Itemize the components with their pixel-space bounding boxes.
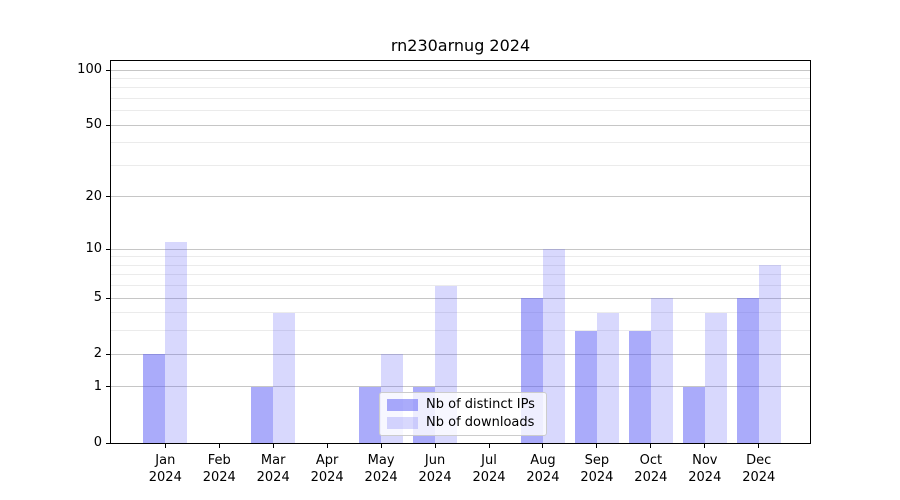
y-tick-mark (106, 196, 110, 198)
gridline-minor (111, 97, 810, 99)
y-tick-mark (106, 297, 110, 299)
x-tick-label: Mar 2024 (256, 453, 290, 485)
y-tick-label: 100 (77, 62, 102, 77)
gridline-minor (111, 256, 810, 258)
gridline-minor (111, 285, 810, 287)
y-tick-label: 10 (85, 241, 102, 257)
x-tick-label: Aug 2024 (526, 453, 560, 485)
bar-downloads-sep (596, 312, 619, 443)
gridline-major (111, 69, 810, 71)
x-tick-label: Oct 2024 (634, 453, 668, 485)
x-tick-mark (650, 444, 652, 448)
plot-area: Nb of distinct IPs Nb of downloads (110, 60, 811, 444)
x-tick-label: Sep 2024 (580, 453, 614, 485)
x-tick-label: Apr 2024 (310, 453, 344, 485)
x-tick-label: Jan 2024 (148, 453, 182, 485)
gridline-minor (111, 110, 810, 112)
y-tick-label: 20 (85, 188, 102, 204)
chart-title: rn230arnug 2024 (390, 36, 531, 55)
gridline-minor (111, 264, 810, 266)
x-tick-mark (218, 444, 220, 448)
legend: Nb of distinct IPs Nb of downloads (379, 392, 547, 436)
x-tick-label: Dec 2024 (742, 453, 776, 485)
x-tick-mark (704, 444, 706, 448)
gridline-minor (111, 330, 810, 332)
gridline-minor (111, 142, 810, 144)
gridline-major (111, 248, 810, 250)
y-tick-mark (106, 124, 110, 126)
legend-item-distinct-ips: Nb of distinct IPs (387, 397, 539, 414)
x-tick-label: Nov 2024 (688, 453, 722, 485)
legend-item-downloads: Nb of downloads (387, 415, 539, 432)
bar-ips-may (359, 386, 382, 443)
bar-downloads-aug (542, 249, 565, 443)
x-tick-mark (434, 444, 436, 448)
x-tick-label: Jul 2024 (472, 453, 506, 485)
legend-label-distinct-ips: Nb of distinct IPs (426, 397, 535, 412)
x-tick-label: Jun 2024 (418, 453, 452, 485)
gridline-minor (111, 77, 810, 79)
legend-label-downloads: Nb of downloads (426, 415, 535, 430)
gridline-minor (111, 312, 810, 314)
y-tick-label: 50 (85, 117, 102, 133)
bar-ips-mar (251, 386, 274, 443)
y-tick-mark (106, 69, 110, 71)
y-tick-mark (106, 386, 110, 388)
bar-ips-sep (574, 330, 597, 443)
y-tick-label: 0 (93, 435, 102, 450)
x-tick-mark (164, 444, 166, 448)
gridline-major (111, 297, 810, 299)
y-tick-label: 5 (93, 290, 102, 306)
x-tick-mark (758, 444, 760, 448)
y-tick-mark (106, 353, 110, 355)
bar-ips-oct (628, 330, 651, 443)
gridline-minor (111, 87, 810, 89)
x-tick-mark (380, 444, 382, 448)
y-tick-mark (106, 442, 110, 444)
bar-downloads-oct (650, 298, 673, 443)
bar-ips-jan (143, 354, 166, 443)
gridline-major (111, 196, 810, 198)
bar-downloads-dec (758, 265, 781, 443)
x-tick-mark (326, 444, 328, 448)
x-tick-mark (272, 444, 274, 448)
y-tick-mark (106, 248, 110, 250)
bar-ips-dec (736, 298, 759, 443)
bar-downloads-nov (704, 312, 727, 443)
gridline-major (111, 386, 810, 388)
x-tick-label: Feb 2024 (202, 453, 236, 485)
bar-downloads-mar (273, 312, 296, 443)
x-tick-mark (542, 444, 544, 448)
legend-swatch-downloads (387, 417, 418, 429)
gridline-major (111, 124, 810, 126)
gridline-minor (111, 164, 810, 166)
legend-swatch-distinct-ips (387, 399, 418, 411)
gridline-major (111, 353, 810, 355)
bar-ips-nov (682, 386, 705, 443)
x-tick-label: May 2024 (364, 453, 398, 485)
y-tick-label: 2 (93, 346, 102, 362)
y-tick-label: 1 (93, 378, 102, 394)
gridline-minor (111, 274, 810, 276)
x-tick-mark (596, 444, 598, 448)
x-tick-mark (488, 444, 490, 448)
bar-downloads-jan (165, 242, 188, 443)
